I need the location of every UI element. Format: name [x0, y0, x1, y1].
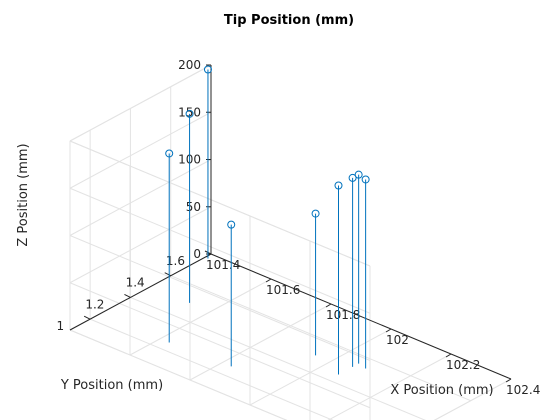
- z-tick-label: 0: [193, 247, 201, 261]
- x-gridline: [189, 303, 332, 381]
- y-tick-label: 1: [57, 319, 65, 333]
- y-axis-label: Y Position (mm): [60, 378, 163, 393]
- stem-marker: [311, 209, 320, 218]
- y-tick-label: 1.6: [166, 254, 185, 268]
- y-gridline: [89, 318, 334, 420]
- x-tick-label: 101.6: [266, 283, 300, 297]
- x-gridline: [129, 278, 272, 356]
- x-tick: [385, 328, 392, 333]
- chart-title: Tip Position (mm): [224, 13, 354, 28]
- stem-marker: [185, 109, 194, 118]
- x-gridline: [249, 328, 392, 406]
- y-tick: [124, 293, 131, 298]
- x-tick-label: 101.8: [326, 308, 360, 322]
- floor-edge: [69, 329, 288, 420]
- x-tick: [505, 378, 512, 383]
- z-gridline: [69, 64, 212, 142]
- x-gridline: [327, 353, 452, 420]
- x-axis-line: [210, 253, 512, 380]
- z-gridline: [69, 140, 371, 267]
- x-tick: [265, 278, 272, 283]
- z-axis-label: Z Position (mm): [16, 143, 31, 246]
- stem-marker: [227, 220, 236, 229]
- z-tick-label: 150: [178, 105, 201, 119]
- x-gridline: [433, 378, 512, 420]
- y-tick-label: 1.4: [126, 276, 145, 290]
- y-axis-line: [69, 253, 212, 331]
- z-gridline: [69, 235, 371, 361]
- x-tick-label: 101.4: [206, 258, 240, 272]
- x-tick-label: 102: [386, 333, 409, 347]
- x-axis-label: X Position (mm): [390, 383, 493, 398]
- z-tick-label: 200: [178, 58, 201, 72]
- stem-marker: [348, 173, 357, 182]
- z-gridline: [69, 206, 212, 284]
- data-series: [165, 65, 370, 375]
- y-gridline: [170, 275, 471, 402]
- stem-marker: [334, 181, 343, 190]
- axes: 101.4 101.6 101.8 102 102.2 102.4 1 1.2 1.4 1.6 0 5…: [57, 58, 541, 397]
- x-tick: [325, 303, 332, 308]
- z-gridline: [69, 187, 371, 314]
- y-tick: [83, 315, 91, 320]
- stem-marker: [361, 175, 370, 184]
- z-gridline: [69, 329, 288, 420]
- x-tick-label: 102.4: [506, 383, 540, 397]
- z-tick-label: 50: [186, 200, 201, 214]
- x-tick: [445, 353, 452, 358]
- z-gridline: [69, 111, 212, 189]
- y-tick-label: 1.2: [85, 297, 104, 311]
- grid: [69, 64, 512, 420]
- stem-marker: [203, 65, 212, 74]
- y-gridline: [130, 296, 426, 420]
- stem-marker: [165, 149, 174, 158]
- stem-marker: [354, 170, 363, 179]
- z-gridline: [69, 159, 212, 236]
- x-tick-label: 102.2: [446, 358, 480, 372]
